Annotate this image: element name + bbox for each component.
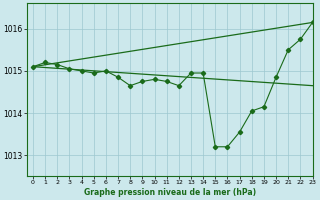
X-axis label: Graphe pression niveau de la mer (hPa): Graphe pression niveau de la mer (hPa) <box>84 188 256 197</box>
